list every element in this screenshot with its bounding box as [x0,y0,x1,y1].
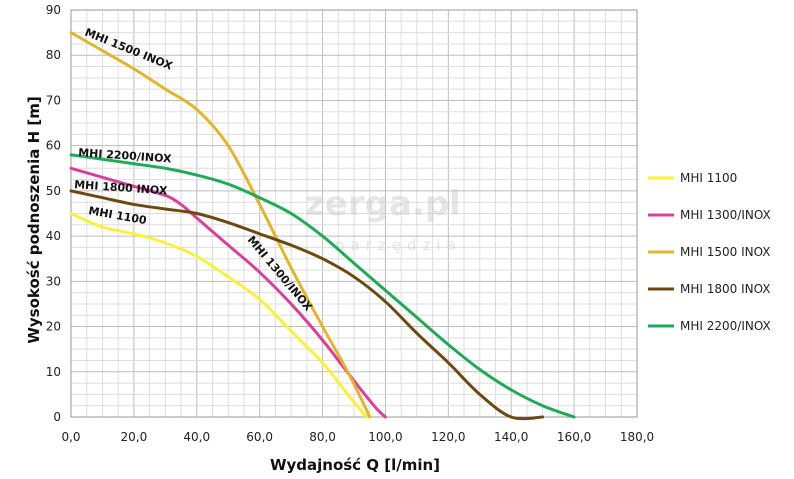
x-tick-labels: 0,0 20,0 40,0 60,0 80,0 100,0 120,0 140,0 160,0 1… [61,430,654,444]
x-tick-label: 60,0 [246,430,273,444]
y-tick-label: 10 [46,365,61,379]
x-tick-label: 180,0 [620,430,654,444]
y-tick-label: 60 [46,139,61,153]
x-tick-label: 40,0 [183,430,210,444]
y-tick-label: 90 [46,3,61,17]
series-lines [69,31,576,421]
y-tick-label: 30 [46,274,61,288]
y-tick-labels: 0 10 20 30 40 50 60 70 80 90 [46,3,61,424]
series-line-mhi-1800-inox [69,189,545,421]
legend-label: MHI 1300/INOX [680,208,771,222]
x-axis-title: Wydajność Q [l/min] [270,456,440,474]
legend-label: MHI 1100 [680,171,737,185]
x-tick-label: 80,0 [309,430,336,444]
legend-label: MHI 1500 INOX [680,245,771,259]
x-tick-label: 20,0 [121,430,148,444]
legend-label: MHI 2200/INOX [680,319,771,333]
x-tick-label: 160,0 [557,430,591,444]
y-tick-label: 20 [46,320,61,334]
series-line-mhi-2200-inox [69,153,576,419]
y-tick-label: 40 [46,229,61,243]
y-tick-label: 50 [46,184,61,198]
y-tick-label: 80 [46,48,61,62]
series-line-mhi-1100 [69,212,369,419]
y-axis-title: Wysokość podnoszenia H [m] [25,96,43,343]
x-tick-label: 120,0 [431,430,465,444]
x-tick-label: 100,0 [368,430,402,444]
x-tick-label: 0,0 [61,430,80,444]
y-tick-label: 70 [46,93,61,107]
watermark-text: zerga.pl [305,184,461,224]
series-line-mhi-1500-inox [69,31,372,419]
legend-label: MHI 1800 INOX [680,282,771,296]
legend: MHI 1100 MHI 1300/INOX MHI 1500 INOX MHI 18… [648,171,771,333]
watermark: zerga.pl narzędzia [305,184,462,254]
watermark-subtext: narzędzia [335,236,462,254]
y-tick-label: 0 [53,410,61,424]
x-tick-label: 140,0 [494,430,528,444]
